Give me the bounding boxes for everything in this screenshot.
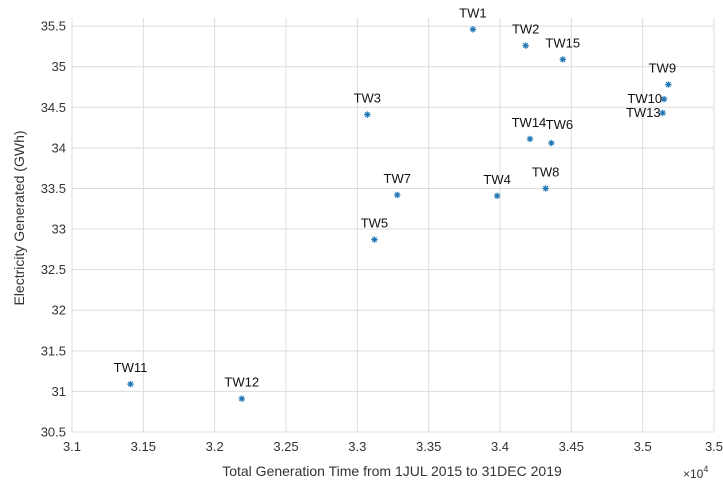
data-point	[493, 192, 501, 199]
data-points	[127, 26, 672, 402]
point-label: TW4	[483, 172, 510, 187]
data-point	[522, 42, 529, 49]
point-label: TW5	[361, 216, 388, 231]
y-tick-label: 31	[52, 384, 66, 399]
y-tick-label: 30.5	[41, 425, 66, 440]
y-tick-label: 33.5	[41, 181, 66, 196]
point-label: TW6	[546, 117, 573, 132]
point-label: TW8	[532, 164, 559, 179]
data-point	[660, 95, 668, 103]
x-axis-multiplier-base: ×10	[683, 467, 704, 481]
point-label: TW13	[626, 105, 661, 120]
y-tick-label: 35.5	[41, 19, 66, 34]
data-point	[469, 26, 477, 33]
x-tick-label: 3.1	[63, 439, 81, 454]
y-tick-label: 31.5	[41, 343, 66, 358]
y-tick-label: 32.5	[41, 262, 66, 277]
point-label: TW1	[459, 5, 486, 20]
data-point	[526, 135, 534, 143]
x-tick-label: 3.45	[559, 439, 584, 454]
point-label: TW10	[627, 91, 662, 106]
data-point	[559, 56, 566, 63]
y-tick-label: 35	[52, 59, 66, 74]
data-point	[542, 185, 549, 192]
x-tick-label: 3.25	[273, 439, 298, 454]
x-tick-label: 3.5	[634, 439, 652, 454]
point-label: TW9	[649, 61, 676, 76]
point-label: TW2	[512, 22, 539, 37]
x-axis-multiplier: ×104	[683, 464, 708, 481]
data-point	[548, 139, 555, 147]
data-point	[394, 191, 401, 199]
y-tick-label: 33	[52, 222, 66, 237]
x-tick-label: 3.15	[131, 439, 156, 454]
x-axis-multiplier-exponent: 4	[703, 464, 708, 474]
y-tick-label: 32	[52, 303, 66, 318]
x-tick-label: 3.35	[416, 439, 441, 454]
data-point	[665, 81, 672, 88]
x-tick-label: 3.2	[206, 439, 224, 454]
y-axis-title: Electricity Generated (GWh)	[11, 130, 27, 305]
data-point	[238, 395, 245, 402]
point-label: TW14	[512, 115, 547, 130]
point-label: TW11	[114, 360, 148, 375]
point-label: TW12	[224, 375, 259, 390]
x-axis-title: Total Generation Time from 1JUL 2015 to …	[222, 463, 562, 479]
tick-labels: 3.1 3.15 3.2 3.25 3.3 3.35 3.4 3.45 3.5 3.5 30.5 31…	[41, 19, 723, 454]
y-tick-label: 34.5	[41, 100, 66, 115]
y-tick-label: 34	[52, 140, 66, 155]
x-tick-label: 3.3	[348, 439, 366, 454]
data-point	[364, 111, 371, 118]
grid	[71, 18, 715, 433]
point-label: TW15	[545, 35, 580, 50]
x-tick-label: 3.5	[705, 439, 723, 454]
data-point	[127, 380, 134, 388]
data-point	[371, 236, 378, 243]
point-label: TW3	[354, 91, 381, 106]
x-tick-label: 3.4	[491, 439, 509, 454]
point-label: TW7	[384, 171, 411, 186]
data-point	[659, 109, 666, 117]
